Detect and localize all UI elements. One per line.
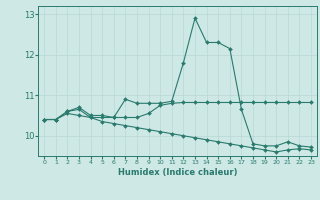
X-axis label: Humidex (Indice chaleur): Humidex (Indice chaleur) [118,168,237,177]
